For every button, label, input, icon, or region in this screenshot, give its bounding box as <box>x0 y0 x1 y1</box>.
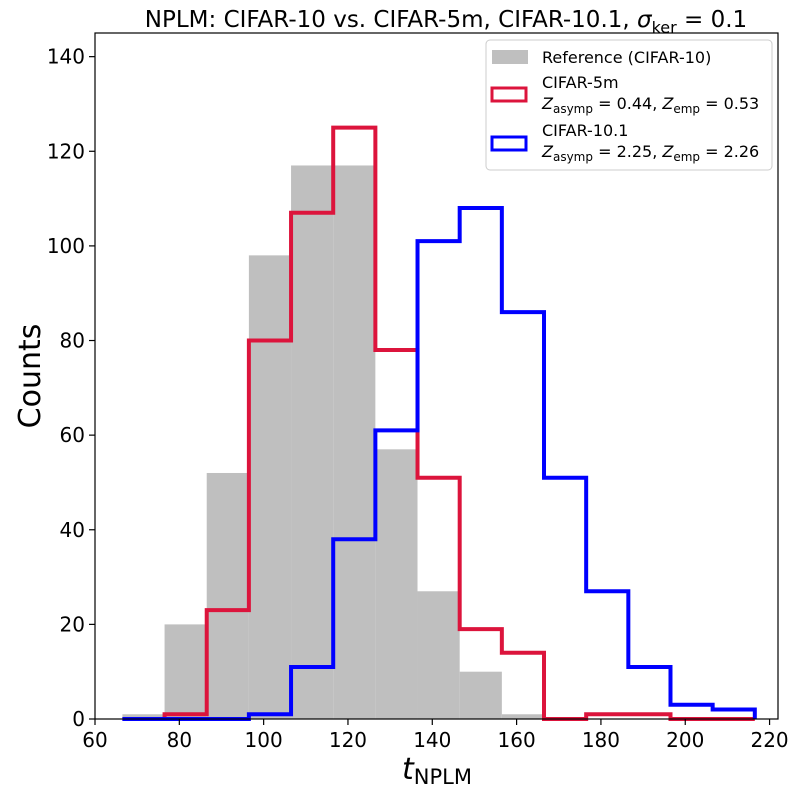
legend-label-reference: Reference (CIFAR-10) <box>542 48 711 67</box>
legend-label-cifar101: CIFAR-10.1 <box>542 121 628 140</box>
y-tick-label: 20 <box>60 612 85 636</box>
reference-bar <box>248 255 292 719</box>
x-tick-label: 100 <box>245 728 283 752</box>
x-tick-label: 120 <box>329 728 367 752</box>
x-tick-label: 140 <box>413 728 451 752</box>
step-lines <box>122 125 757 721</box>
reference-bar <box>206 472 249 719</box>
y-tick-label: 80 <box>60 329 85 353</box>
reference-bar <box>122 714 165 719</box>
chart-title-prefix: NPLM: CIFAR-10 vs. CIFAR-5m, CIFAR-10.1, <box>145 7 637 33</box>
chart-title: NPLM: CIFAR-10 vs. CIFAR-5m, CIFAR-10.1,… <box>145 7 747 37</box>
x-tick-label: 60 <box>82 728 107 752</box>
y-tick-label: 0 <box>72 707 85 731</box>
legend-box <box>485 39 773 171</box>
x-tick-label: 180 <box>582 728 620 752</box>
reference-bar <box>459 671 502 719</box>
reference-bar <box>291 165 334 719</box>
reference-bars <box>122 165 545 719</box>
reference-bar <box>333 165 376 719</box>
legend-label-cifar5m: CIFAR-5m <box>542 73 619 92</box>
legend-swatch-cifar5m <box>490 86 528 103</box>
legend-swatch-cifar101 <box>490 135 528 152</box>
x-tick-label: 220 <box>750 728 788 752</box>
y-axis-label: Counts <box>13 324 48 429</box>
y-axis-ticks: 0 20 40 60 80 100 120 140 <box>47 45 95 731</box>
x-axis-label: tNPLM <box>402 752 472 789</box>
x-axis-label-main: t <box>402 752 415 787</box>
chart-title-sigma: σ <box>637 7 653 33</box>
x-tick-label: 200 <box>666 728 704 752</box>
x-tick-label: 160 <box>498 728 536 752</box>
x-tick-label: 80 <box>167 728 192 752</box>
y-tick-label: 60 <box>60 423 85 447</box>
y-tick-label: 140 <box>47 45 85 69</box>
chart-title-sigma-sub: ker <box>652 18 678 37</box>
y-tick-label: 40 <box>60 518 85 542</box>
legend-z-cifar101: Zasymp = 2.25, Zemp = 2.26 <box>541 142 759 164</box>
plot-frame <box>94 32 779 720</box>
reference-bar <box>164 624 207 719</box>
reference-bar <box>417 591 460 719</box>
y-tick-label: 100 <box>47 234 85 258</box>
reference-bar <box>501 714 545 719</box>
reference-bar <box>375 449 418 719</box>
legend-swatch-reference <box>492 50 528 64</box>
cifar101-step-line <box>122 206 757 721</box>
x-axis-label-sub: NPLM <box>414 765 472 789</box>
chart-title-suffix: = 0.1 <box>677 7 747 33</box>
y-tick-label: 120 <box>47 139 85 163</box>
x-axis-ticks: 60 80 100 120 140 160 180 200 220 <box>82 719 789 752</box>
legend-z-cifar5m: Zasymp = 0.44, Zemp = 0.53 <box>541 94 759 116</box>
legend: Reference (CIFAR-10) CIFAR-5m Zasymp = 0… <box>485 39 773 171</box>
